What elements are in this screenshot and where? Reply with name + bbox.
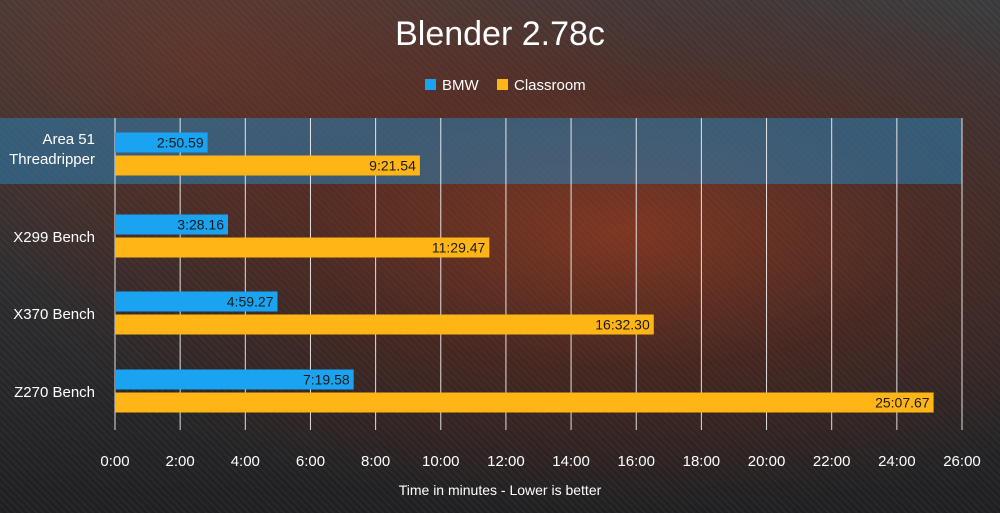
bar: [115, 314, 654, 335]
category-label: Z270 Bench: [14, 384, 95, 401]
x-axis-label: Time in minutes - Lower is better: [399, 482, 602, 498]
bar: [115, 392, 934, 413]
category-label: X370 Bench: [13, 306, 95, 323]
x-tick-label: 2:00: [166, 453, 195, 470]
category-label: X299 Bench: [13, 229, 95, 246]
bar-value-label: 16:32.30: [595, 317, 650, 333]
bar: [115, 132, 208, 153]
bar: [115, 214, 229, 235]
x-tick-label: 4:00: [231, 453, 260, 470]
legend-swatch: [497, 79, 508, 90]
bar-value-label: 4:59.27: [227, 294, 274, 310]
x-tick-label: 0:00: [100, 453, 129, 470]
bar: [115, 369, 354, 390]
legend-item: Classroom: [497, 77, 586, 94]
chart-title: Blender 2.78c: [395, 15, 605, 53]
bar-value-label: 9:21.54: [369, 158, 416, 174]
bar-value-label: 3:28.16: [177, 217, 224, 233]
category-label: Area 51 Threadripper: [9, 131, 95, 168]
x-tick-label: 10:00: [422, 453, 460, 470]
x-tick-label: 16:00: [617, 453, 655, 470]
x-tick-label: 14:00: [552, 453, 590, 470]
x-tick-label: 22:00: [813, 453, 851, 470]
bar-value-label: 11:29.47: [432, 240, 486, 256]
bar-value-label: 2:50.59: [157, 135, 204, 151]
legend-label: Classroom: [514, 77, 586, 94]
x-tick-label: 24:00: [878, 453, 916, 470]
bar: [115, 291, 278, 312]
x-tick-label: 6:00: [296, 453, 325, 470]
legend-swatch: [425, 79, 436, 90]
bar: [115, 237, 490, 258]
x-tick-label: 20:00: [748, 453, 786, 470]
legend-item: BMW: [425, 77, 480, 94]
x-tick-label: 18:00: [683, 453, 721, 470]
bar-value-label: 7:19.58: [303, 372, 350, 388]
x-tick-label: 12:00: [487, 453, 525, 470]
x-tick-label: 26:00: [943, 453, 981, 470]
legend-label: BMW: [442, 77, 480, 94]
bar-value-label: 25:07.67: [875, 395, 930, 411]
x-tick-label: 8:00: [361, 453, 390, 470]
bar: [115, 155, 420, 176]
